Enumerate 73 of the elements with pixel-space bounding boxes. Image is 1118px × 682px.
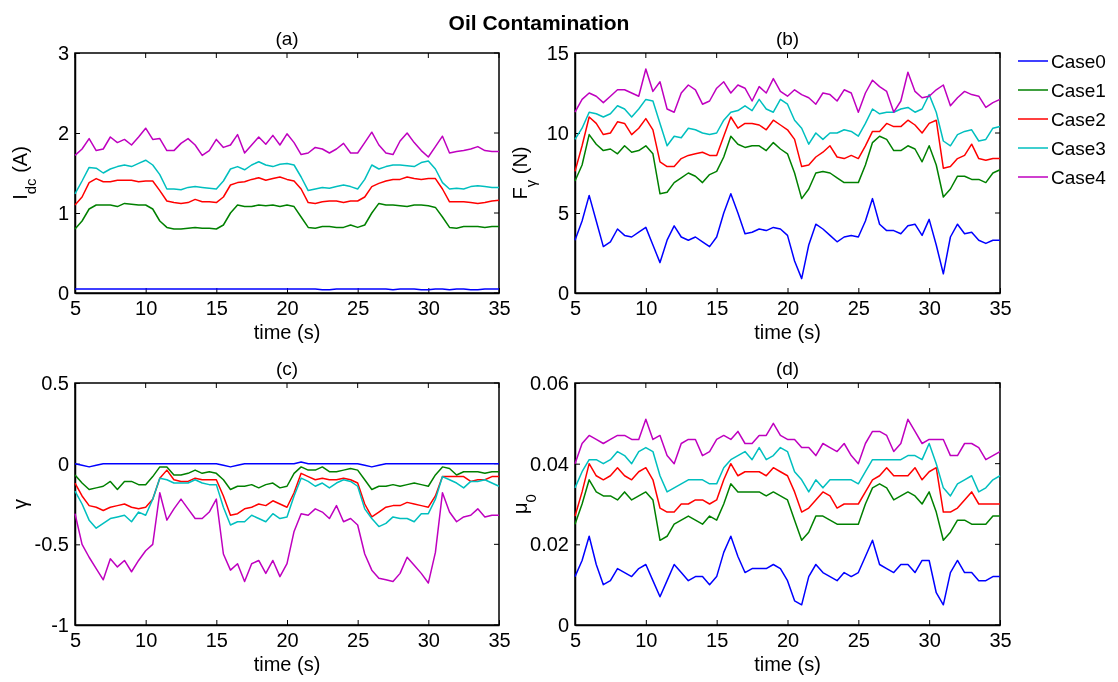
x-tick-label: 30 <box>417 297 440 320</box>
line-series <box>74 469 500 518</box>
x-tick-label: 15 <box>205 297 228 320</box>
y-tick-label: 10 <box>546 121 569 144</box>
y-axis-title: γ <box>9 499 31 509</box>
chart-title: (d) <box>775 358 800 379</box>
line-series <box>574 442 1001 497</box>
x-tick-label: 25 <box>847 297 870 320</box>
legend-label: Case0 <box>1051 51 1106 72</box>
y-tick-label: 3 <box>57 41 69 64</box>
x-tick-label: 10 <box>635 629 658 652</box>
y-tick-label: 0.04 <box>530 452 569 475</box>
x-tick-label: 30 <box>918 629 941 652</box>
line-series <box>574 462 1001 517</box>
x-axis-title: time (s) <box>253 653 321 675</box>
line-series <box>74 159 500 195</box>
chart-title: (b) <box>775 28 800 49</box>
x-tick-label: 35 <box>989 297 1012 320</box>
x-tick-label: 25 <box>347 297 370 320</box>
x-tick-label: 15 <box>205 629 228 652</box>
x-tick-label: 35 <box>488 297 511 320</box>
legend-label: Case2 <box>1051 109 1106 130</box>
x-tick-label: 20 <box>276 297 299 320</box>
y-tick-label: 0 <box>557 281 569 304</box>
chart-title: (c) <box>275 358 299 379</box>
y-tick-label: 0 <box>57 281 69 304</box>
line-series <box>574 479 1001 542</box>
y-tick-label: -1 <box>51 613 69 636</box>
x-tick-label: 20 <box>276 629 299 652</box>
line-series <box>74 176 500 206</box>
x-tick-label: 30 <box>918 297 941 320</box>
text: Oil Contamination <box>448 11 630 34</box>
line-series <box>574 116 1001 173</box>
x-tick-label: 35 <box>488 629 511 652</box>
x-tick-label: 15 <box>706 297 729 320</box>
line-series <box>574 418 1001 465</box>
x-tick-label: 35 <box>989 629 1012 652</box>
x-tick-label: 25 <box>347 629 370 652</box>
legend-label: Case1 <box>1051 80 1106 101</box>
line-series <box>74 466 500 491</box>
x-tick-label: 20 <box>776 297 800 320</box>
x-tick-label: 30 <box>417 629 440 652</box>
line-series <box>74 127 500 158</box>
y-tick-label: 1 <box>57 201 69 224</box>
y-tick-label: 15 <box>546 41 569 64</box>
y-tick-label: 0.02 <box>530 533 569 556</box>
line-series <box>574 133 1001 200</box>
y-tick-label: 0.5 <box>41 371 69 394</box>
x-tick-label: 10 <box>135 629 158 652</box>
line-series <box>574 68 1001 113</box>
x-axis-title: time (s) <box>754 653 821 675</box>
legend-label: Case4 <box>1051 167 1107 188</box>
line-series <box>574 535 1001 606</box>
x-tick-label: 20 <box>776 629 800 652</box>
y-tick-label: 5 <box>557 201 569 224</box>
y-tick-label: 2 <box>57 121 69 144</box>
x-tick-label: 15 <box>706 629 729 652</box>
line-series <box>74 202 500 230</box>
x-axis-title: time (s) <box>754 321 821 343</box>
y-tick-label: 0 <box>57 452 69 475</box>
x-tick-label: 10 <box>135 297 158 320</box>
line-series <box>74 491 500 584</box>
y-tick-label: 0 <box>557 613 569 636</box>
x-tick-label: 25 <box>847 629 870 652</box>
legend-label: Case3 <box>1051 138 1106 159</box>
line-series <box>74 475 500 529</box>
chart-title: (a) <box>275 28 299 49</box>
y-tick-label: 0.06 <box>530 371 569 394</box>
line-series <box>574 193 1001 280</box>
y-tick-label: -0.5 <box>34 533 69 556</box>
line-series <box>574 93 1001 147</box>
x-tick-label: 10 <box>635 297 658 320</box>
x-axis-title: time (s) <box>253 321 321 343</box>
